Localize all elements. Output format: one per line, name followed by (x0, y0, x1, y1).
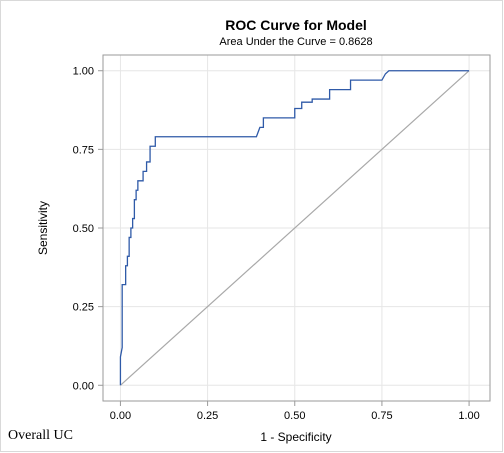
reference-diagonal-line (120, 70, 470, 386)
y-tick-labels: 0.00 0.25 0.50 0.75 1.00 (73, 66, 103, 392)
x-tick-labels: 0.00 0.25 0.50 0.75 1.00 (110, 401, 480, 422)
chart-subtitle: Area Under the Curve = 0.8628 (219, 36, 372, 48)
y-tick-label: 0.75 (73, 144, 94, 156)
y-tick-label: 0.00 (73, 380, 94, 392)
footnote-text: Overall UC (8, 428, 73, 443)
y-tick-label: 0.50 (73, 223, 94, 235)
x-tick-label: 0.00 (110, 410, 131, 422)
chart-title: ROC Curve for Model (225, 17, 367, 33)
x-axis-label: 1 - Specificity (260, 430, 331, 444)
series-layer (119, 70, 470, 386)
x-tick-label: 0.50 (284, 410, 305, 422)
y-tick-label: 1.00 (73, 66, 94, 78)
x-tick-label: 0.75 (371, 410, 392, 422)
reference-line-layer (120, 70, 470, 386)
x-tick-label: 0.25 (197, 410, 218, 422)
y-axis-label: Sensitivity (36, 201, 50, 255)
roc-curve-line (119, 70, 470, 386)
x-tick-label: 1.00 (458, 410, 479, 422)
y-tick-label: 0.25 (73, 302, 94, 314)
